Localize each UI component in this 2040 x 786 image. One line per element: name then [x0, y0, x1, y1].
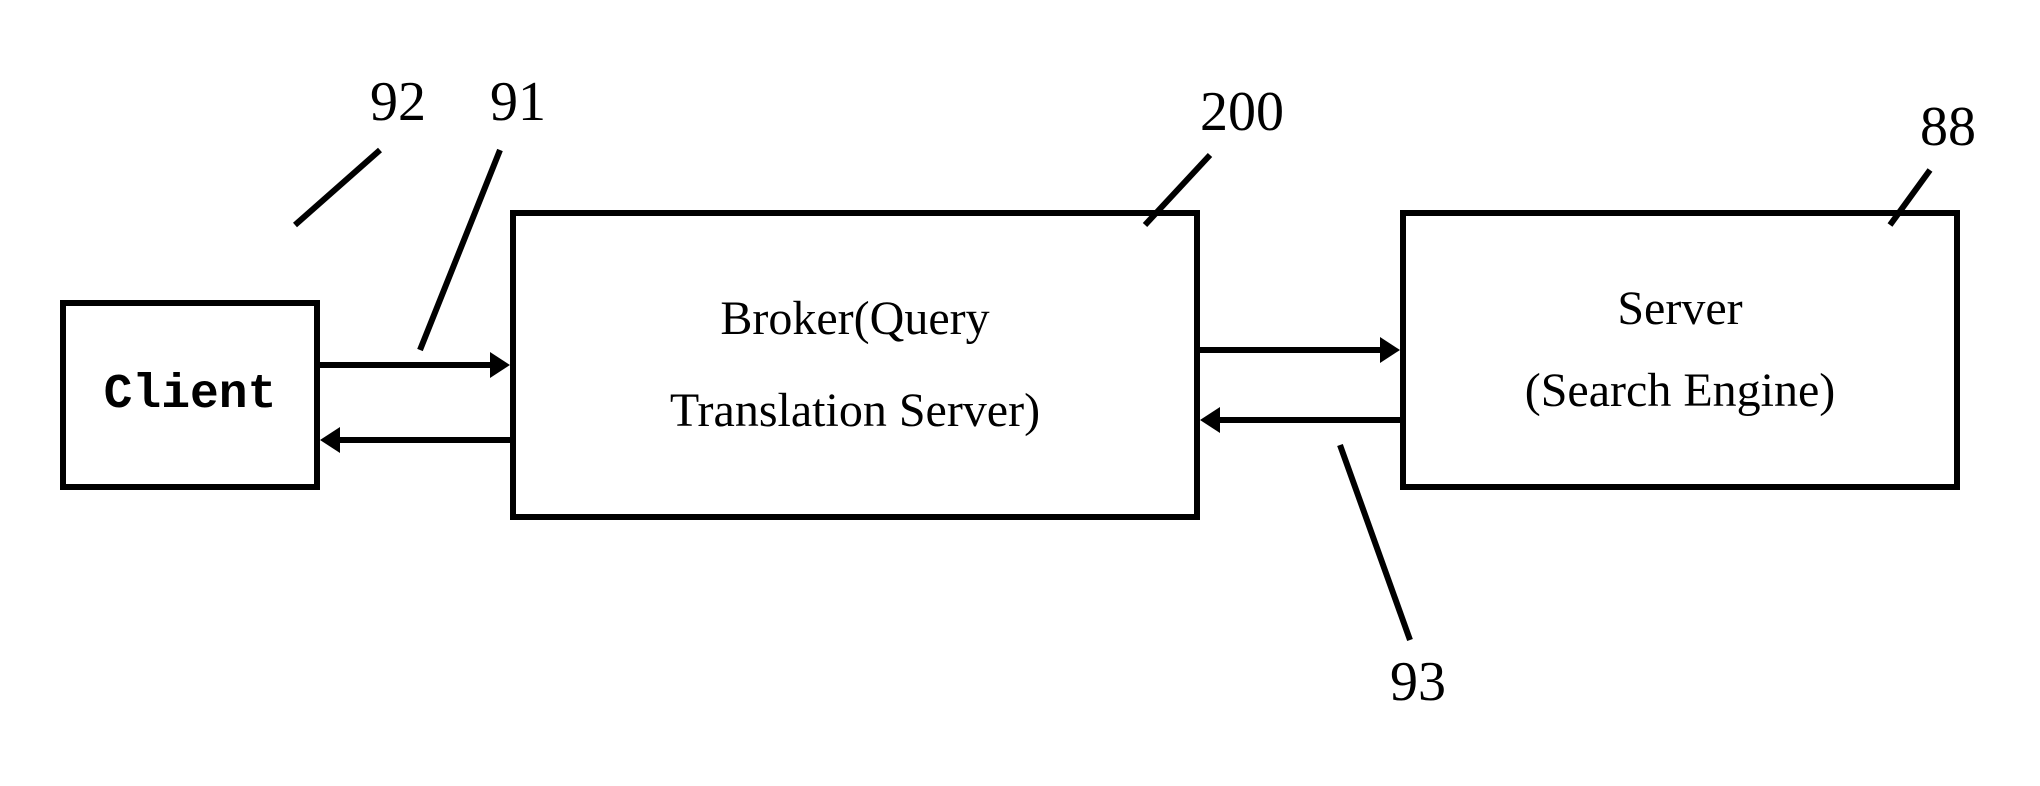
arrow-client-to-broker	[320, 362, 490, 368]
arrow-head-right-2	[1380, 337, 1400, 363]
client-label: Client	[104, 359, 277, 431]
broker-label-line1: Broker(Query	[720, 283, 989, 355]
callout-91: 91	[490, 70, 546, 134]
broker-node: Broker(Query Translation Server)	[510, 210, 1200, 520]
server-label-line1: Server	[1617, 273, 1742, 345]
arrow-head-left-1	[320, 427, 340, 453]
arrow-head-right-1	[490, 352, 510, 378]
callout-200: 200	[1200, 80, 1284, 144]
arrow-broker-to-client	[340, 437, 510, 443]
callout-93: 93	[1390, 650, 1446, 714]
callout-88: 88	[1920, 95, 1976, 159]
broker-label-line2: Translation Server)	[670, 375, 1040, 447]
server-node: Server (Search Engine)	[1400, 210, 1960, 490]
arrow-broker-to-server	[1200, 347, 1380, 353]
server-label-line2: (Search Engine)	[1525, 355, 1836, 427]
arrow-head-left-2	[1200, 407, 1220, 433]
callout-92: 92	[370, 70, 426, 134]
client-node: Client	[60, 300, 320, 490]
arrow-server-to-broker	[1220, 417, 1400, 423]
